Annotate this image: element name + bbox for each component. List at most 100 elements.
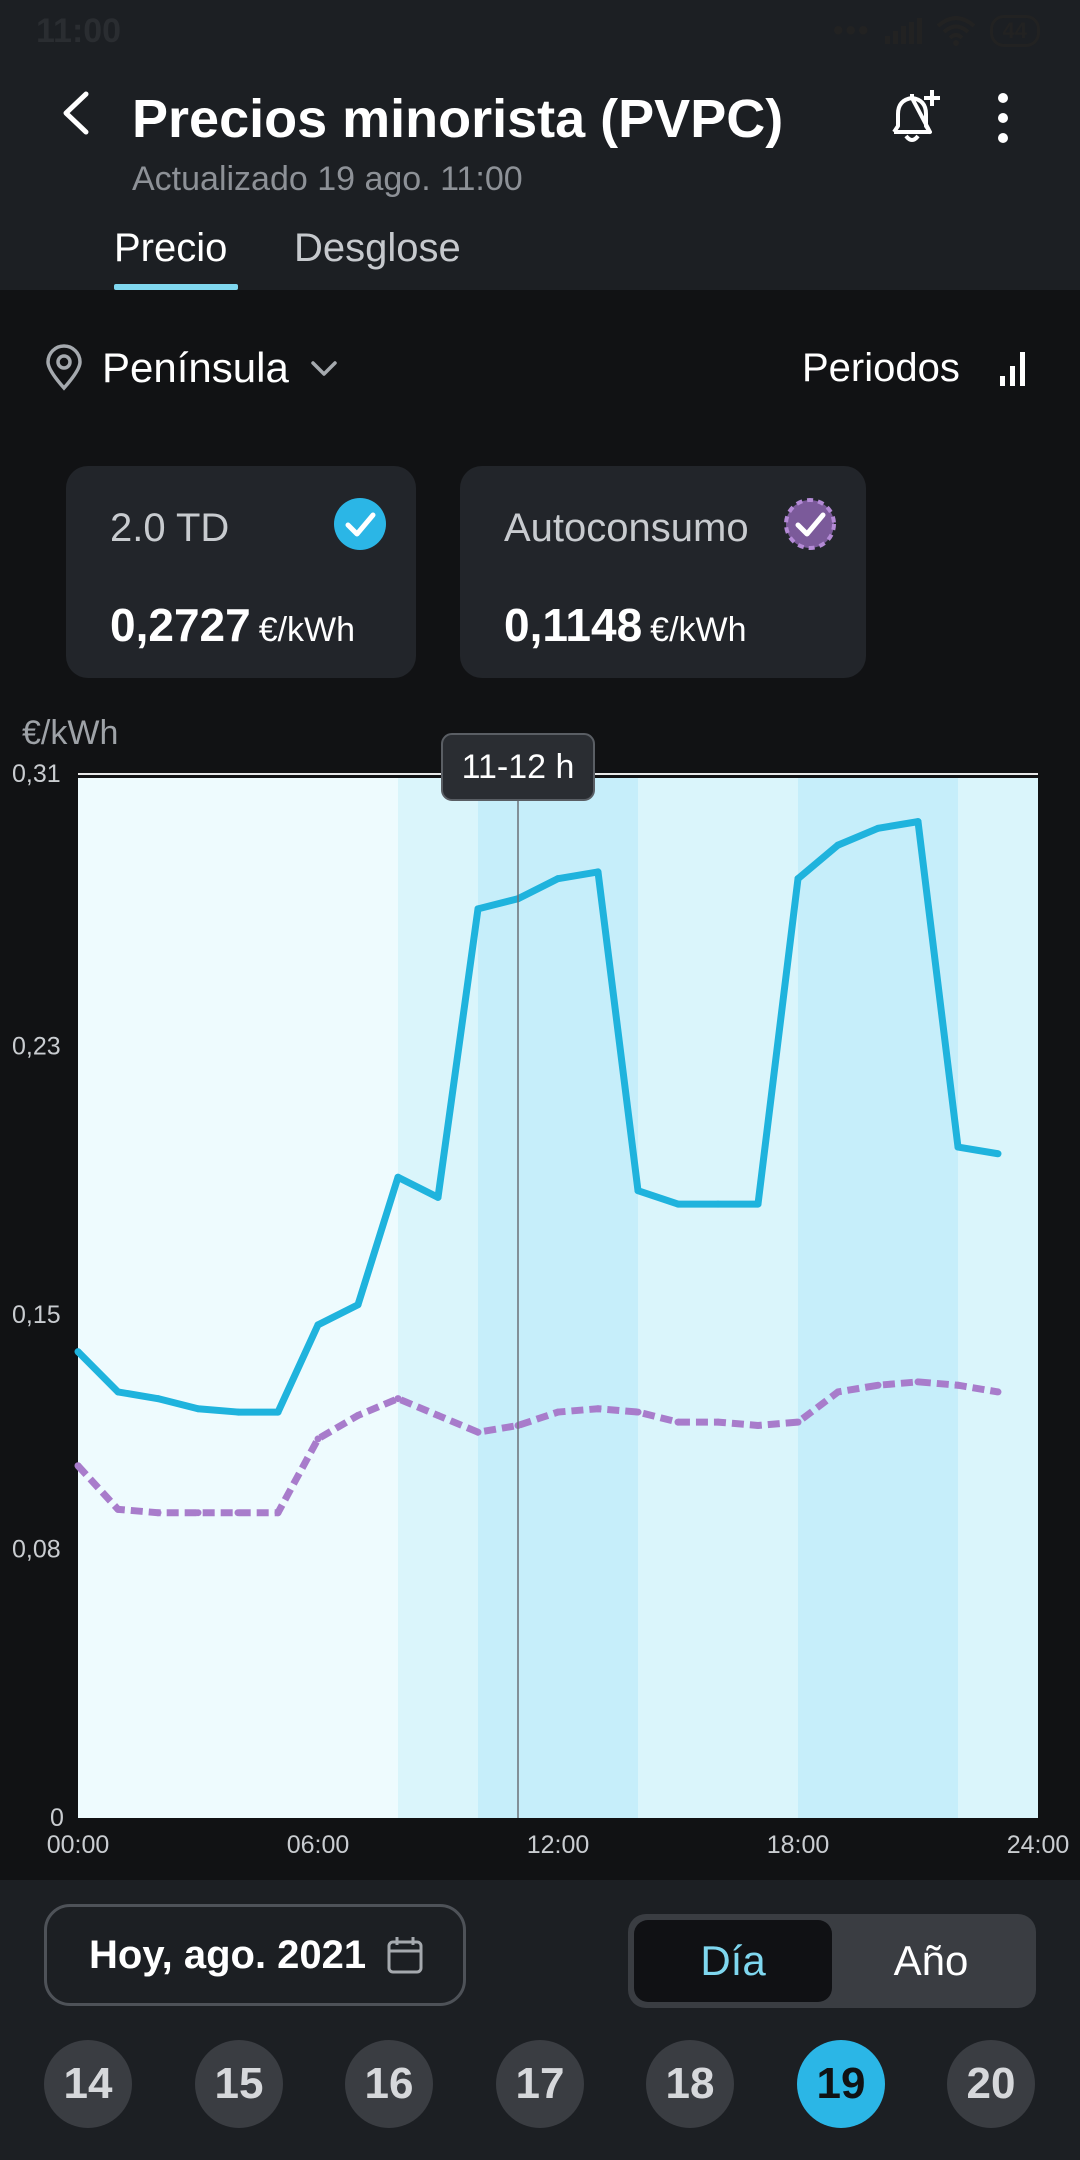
tab-desglose[interactable]: Desglose [294, 226, 461, 270]
region-label: Península [102, 344, 289, 391]
data-point [834, 1388, 842, 1396]
period-band-punta [478, 778, 638, 1818]
data-point [714, 1418, 722, 1426]
day-selector: 14 15 16 17 18 19 20 [0, 2040, 1080, 2136]
data-point [874, 1381, 882, 1389]
data-point [274, 1509, 282, 1517]
tariff-price-value: 0,2727 [110, 599, 251, 651]
checked-circle-icon[interactable] [332, 496, 388, 552]
data-point [114, 1505, 122, 1513]
day-14[interactable]: 14 [44, 2040, 132, 2128]
data-point [74, 1348, 82, 1356]
period-band-llano [638, 778, 798, 1818]
tariff-price: 0,2727 €/kWh [110, 598, 355, 652]
data-point [554, 1408, 562, 1416]
day-16[interactable]: 16 [345, 2040, 433, 2128]
tariff-name: Autoconsumo [504, 506, 749, 550]
location-pin-icon [46, 344, 82, 391]
x-tick-label: 18:00 [767, 1831, 830, 1859]
price-chart[interactable]: €/kWh 0,31 0,23 0,15 0,08 000:00 06:00 12:00 18:… [0, 700, 1080, 1880]
day-15[interactable]: 15 [195, 2040, 283, 2128]
data-point [74, 1462, 82, 1470]
x-tick-label: 06:00 [287, 1831, 350, 1859]
data-point [754, 1421, 762, 1429]
data-point [794, 875, 802, 883]
back-arrow-icon[interactable] [56, 88, 96, 138]
wifi-icon [936, 16, 975, 46]
calendar-icon [387, 1937, 423, 1974]
checked-dashed-circle-icon[interactable] [782, 496, 838, 552]
data-point [874, 824, 882, 832]
region-selector[interactable]: Península [44, 344, 341, 392]
tab-precio[interactable]: Precio [114, 226, 228, 270]
y-tick-label: 0,08 [12, 1536, 61, 1564]
data-point [314, 1321, 322, 1329]
data-point [394, 1395, 402, 1403]
tariff-card-autoconsumo[interactable]: Autoconsumo 0,1148 €/kWh [460, 466, 866, 678]
data-point [274, 1408, 282, 1416]
data-point [474, 1428, 482, 1436]
toggle-year[interactable]: Año [893, 1937, 969, 1984]
bottom-controls: Hoy, ago. 2021 Día Año 14 15 16 17 18 19 20 [0, 1880, 1080, 2160]
last-updated-text: Actualizado 19 ago. 11:00 [132, 160, 523, 198]
data-point [994, 1388, 1002, 1396]
tariff-price: 0,1148 €/kWh [504, 598, 747, 652]
y-axis-unit-label: €/kWh [22, 714, 118, 752]
tariff-card-20td[interactable]: 2.0 TD 0,2727 €/kWh [66, 466, 416, 678]
data-point [234, 1509, 242, 1517]
more-options-icon[interactable] [990, 90, 1016, 146]
data-point [954, 1381, 962, 1389]
period-band-llano [398, 778, 478, 1818]
data-point [594, 1405, 602, 1413]
data-point [154, 1509, 162, 1517]
data-point [634, 1187, 642, 1195]
tariff-price-unit: €/kWh [650, 611, 747, 649]
day-19[interactable]: 19 [797, 2040, 885, 2128]
view-toggle: Día Año [628, 1914, 1036, 2008]
data-point [554, 875, 562, 883]
data-point [714, 1200, 722, 1208]
data-point [434, 1193, 442, 1201]
period-band-valle [78, 778, 398, 1818]
data-point [994, 1150, 1002, 1158]
data-point [394, 1173, 402, 1181]
periods-button[interactable]: Periodos [802, 346, 960, 390]
status-icons: ••• 44 [833, 14, 1040, 48]
data-point [674, 1418, 682, 1426]
toggle-day[interactable]: Día [634, 1920, 832, 2002]
data-point [314, 1435, 322, 1443]
tooltip-label: 11-12 h [462, 748, 575, 786]
x-tick-label: 24:00 [1007, 1831, 1070, 1859]
data-point [954, 1143, 962, 1151]
app-header: 11:00 ••• 44 Precios minorista (PVPC) Ac… [0, 0, 1080, 290]
data-point [914, 818, 922, 826]
data-point [434, 1411, 442, 1419]
data-point [194, 1509, 202, 1517]
data-point [114, 1388, 122, 1396]
add-alert-bell-icon[interactable] [884, 86, 946, 148]
tooltip-box [441, 733, 595, 801]
battery-indicator: 44 [989, 15, 1040, 47]
data-point [194, 1405, 202, 1413]
y-tick-label: 0,23 [12, 1032, 61, 1060]
day-20[interactable]: 20 [947, 2040, 1035, 2128]
chevron-down-icon [311, 361, 337, 376]
data-point [754, 1200, 762, 1208]
signal-icon [884, 18, 922, 44]
day-17[interactable]: 17 [496, 2040, 584, 2128]
y-tick-label: 0,15 [12, 1301, 61, 1329]
data-point [834, 841, 842, 849]
bar-chart-icon[interactable] [996, 348, 1030, 388]
day-18[interactable]: 18 [646, 2040, 734, 2128]
data-point [474, 905, 482, 913]
active-tab-indicator [114, 284, 238, 290]
data-point [914, 1378, 922, 1386]
tariff-name: 2.0 TD [110, 506, 230, 550]
x-tick-label: 12:00 [527, 1831, 590, 1859]
date-picker-button[interactable]: Hoy, ago. 2021 [44, 1904, 466, 2006]
y-tick-label: 0,31 [12, 760, 61, 788]
period-band-llano [958, 778, 1038, 1818]
y-tick-label: 0 [50, 1804, 64, 1832]
x-tick-label: 00:00 [47, 1831, 110, 1859]
data-point [234, 1408, 242, 1416]
